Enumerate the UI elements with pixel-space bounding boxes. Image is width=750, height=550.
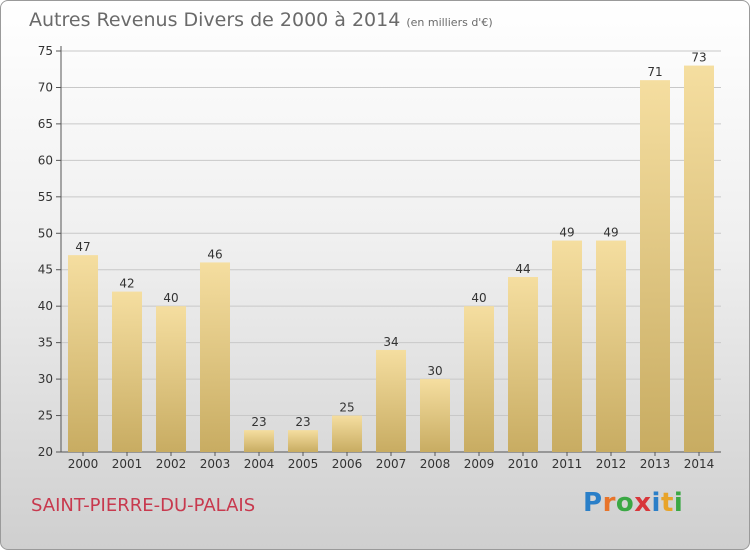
y-tick-label: 30 [38,372,53,386]
logo-letter: o [615,488,635,518]
bar-value-label: 40 [163,291,178,305]
bar [244,430,274,452]
chart-title: Autres Revenus Divers de 2000 à 2014 (en … [29,9,493,31]
x-tick-label: 2007 [376,457,407,471]
bar [288,430,318,452]
bar-value-label: 30 [427,364,442,378]
bar-value-label: 46 [207,247,222,261]
y-tick-label: 55 [38,190,53,204]
bar-value-label: 73 [691,51,706,65]
logo-letter: i [673,488,684,518]
x-tick-label: 2003 [200,457,231,471]
bar [464,306,494,452]
bar [200,262,230,452]
bar [596,240,626,452]
bar [376,349,406,452]
bar [684,65,714,452]
logo-letter: P [583,488,603,518]
x-tick-label: 2014 [684,457,715,471]
bar-value-label: 23 [295,415,310,429]
bars [68,65,714,452]
bar-value-label: 49 [603,226,618,240]
x-tick-label: 2010 [508,457,539,471]
bar [640,80,670,452]
bar [156,306,186,452]
bar-value-label: 25 [339,401,354,415]
bar-value-label: 34 [383,335,398,349]
x-tick-label: 2012 [596,457,627,471]
logo-letter: x [634,488,652,518]
y-tick-label: 75 [38,44,53,58]
bar [552,240,582,452]
y-tick-label: 45 [38,263,53,277]
bar-value-label: 23 [251,415,266,429]
logo-letter: i [651,488,661,518]
x-tick-label: 2002 [156,457,187,471]
y-tick-label: 65 [38,117,53,131]
x-tick-label: 2008 [420,457,451,471]
y-tick-label: 35 [38,336,53,350]
x-tick-label: 2005 [288,457,319,471]
x-tick-label: 2013 [640,457,671,471]
x-tick-label: 2001 [112,457,143,471]
bar-value-label: 42 [119,277,134,291]
bar [508,277,538,452]
bar-value-label: 44 [515,262,530,276]
proxiti-logo: Proxiti [583,488,683,518]
bar [68,255,98,452]
y-tick-label: 40 [38,299,53,313]
bar [420,379,450,452]
logo-letter: t [660,488,674,518]
x-tick-label: 2009 [464,457,495,471]
chart-title-text: Autres Revenus Divers de 2000 à 2014 [29,9,401,31]
labels: 20 25 30 35 40 45 50 55 60 65 70 75 47 2000 42 2001 40 20… [38,44,715,471]
y-tick-label: 60 [38,153,53,167]
x-tick-label: 2011 [552,457,583,471]
place-name: SAINT-PIERRE-DU-PALAIS [31,495,256,516]
y-tick-label: 70 [38,80,53,94]
bar-value-label: 40 [471,291,486,305]
bar-value-label: 49 [559,226,574,240]
bar [332,415,362,452]
bar-value-label: 47 [75,240,90,254]
bar [112,291,142,452]
y-tick-label: 25 [38,409,53,423]
y-tick-label: 20 [38,445,53,459]
bar-value-label: 71 [647,65,662,79]
x-tick-label: 2006 [332,457,363,471]
x-tick-label: 2004 [244,457,275,471]
logo-letter: r [602,488,616,518]
x-tick-label: 2000 [68,457,99,471]
y-tick-label: 50 [38,226,53,240]
chart-unit-label: (en milliers d'€) [406,16,493,29]
